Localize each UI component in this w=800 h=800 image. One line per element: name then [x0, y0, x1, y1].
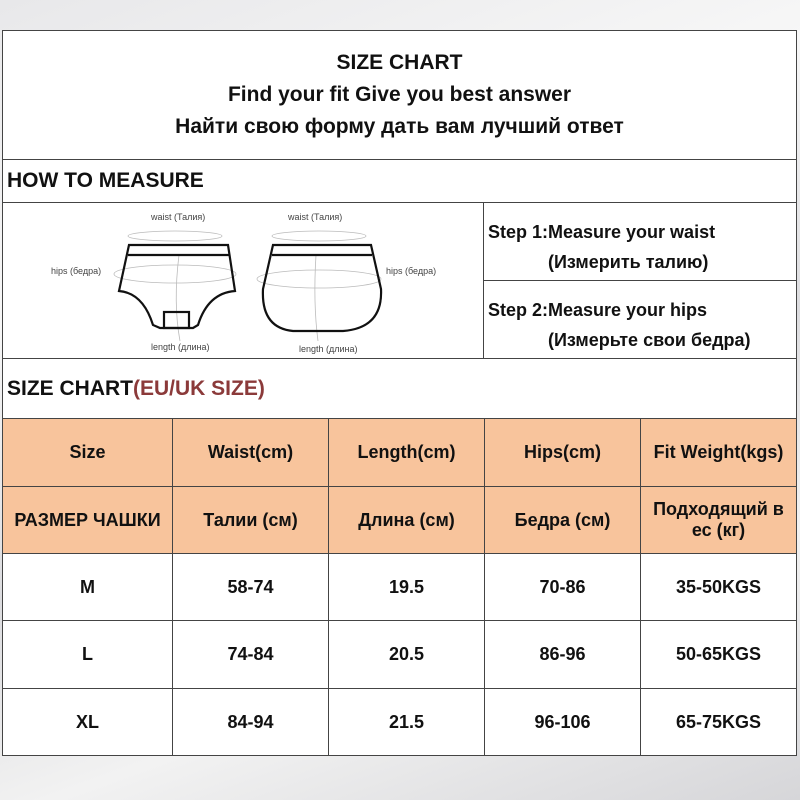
- table-cell: 74-84: [173, 621, 329, 689]
- size-chart-heading-suffix: (EU/UK SIZE): [133, 376, 265, 400]
- table-cell: XL: [3, 689, 173, 756]
- header-cell-ru: РАЗМЕР ЧАШКИ: [3, 487, 173, 554]
- table-cell: 96-106: [485, 689, 641, 756]
- hips-label-2: hips (бедра): [386, 266, 436, 276]
- how-to-measure-heading: HOW TO MEASURE: [3, 159, 796, 203]
- table-cell: M: [3, 554, 173, 621]
- table-cell: 70-86: [485, 554, 641, 621]
- measure-diagram: waist (Талия) waist (Талия) hips (бедра)…: [3, 203, 484, 359]
- title-block: SIZE CHART Find your fit Give you best a…: [3, 31, 796, 160]
- step-1: Step 1:Measure your waist (Измерить тали…: [484, 203, 796, 281]
- size-chart-heading-text: SIZE CHART: [7, 376, 133, 400]
- length-label-1: length (длина): [151, 342, 210, 352]
- step-2: Step 2:Measure your hips (Измерьте свои …: [484, 281, 796, 359]
- table-cell: 21.5: [329, 689, 485, 756]
- table-cell: 35-50KGS: [641, 554, 796, 621]
- waist-label-1: waist (Талия): [150, 212, 205, 222]
- table-cell: 58-74: [173, 554, 329, 621]
- waist-label-2: waist (Талия): [287, 212, 342, 222]
- header-cell-ru: Бедра (см): [485, 487, 641, 554]
- table-cell: 50-65KGS: [641, 621, 796, 689]
- header-cell: Fit Weight(kgs): [641, 419, 796, 487]
- table-cell: L: [3, 621, 173, 689]
- header-cell: Waist(cm): [173, 419, 329, 487]
- step-1-ru: (Измерить талию): [548, 252, 709, 272]
- length-label-2: length (длина): [299, 344, 358, 354]
- step-2-ru: (Измерьте свои бедра): [548, 330, 751, 350]
- header-cell: Hips(cm): [485, 419, 641, 487]
- step-1-en: Step 1:Measure your waist: [488, 222, 716, 242]
- header-cell-ru: Подходящий в ес (кг): [641, 487, 796, 554]
- header-cell-ru: Талии (см): [173, 487, 329, 554]
- header-cell-ru: Длина (см): [329, 487, 485, 554]
- size-chart-heading: SIZE CHART (EU/UK SIZE): [3, 359, 796, 419]
- table-cell: 84-94: [173, 689, 329, 756]
- table-cell: 20.5: [329, 621, 485, 689]
- step-2-en: Step 2:Measure your hips: [488, 300, 708, 320]
- title: SIZE CHART: [336, 51, 463, 74]
- header-cell: Length(cm): [329, 419, 485, 487]
- table-cell: 19.5: [329, 554, 485, 621]
- table-cell: 65-75KGS: [675, 712, 762, 732]
- size-chart-card: SIZE CHART Find your fit Give you best a…: [2, 30, 797, 756]
- header-cell: Size: [3, 419, 173, 487]
- subtitle-en: Find your fit Give you best answer: [227, 83, 572, 106]
- hips-label-1: hips (бедра): [51, 266, 101, 276]
- subtitle-ru: Найти свою форму дать вам лучший ответ: [175, 115, 624, 138]
- table-cell: 86-96: [485, 621, 641, 689]
